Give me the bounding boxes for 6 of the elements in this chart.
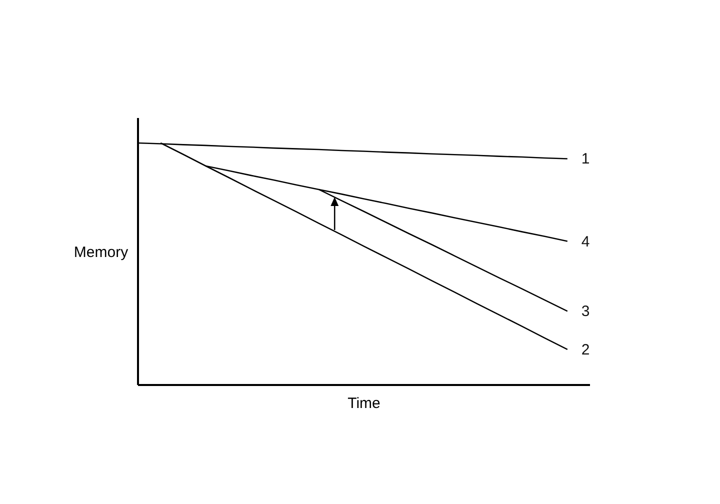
series-label: 3	[581, 303, 590, 320]
series-label: 1	[581, 150, 590, 168]
series-label: 2	[581, 341, 590, 358]
series-label: 4	[581, 233, 590, 250]
y-axis-title: Memory	[74, 244, 129, 261]
x-axis-title: Time	[348, 395, 380, 412]
